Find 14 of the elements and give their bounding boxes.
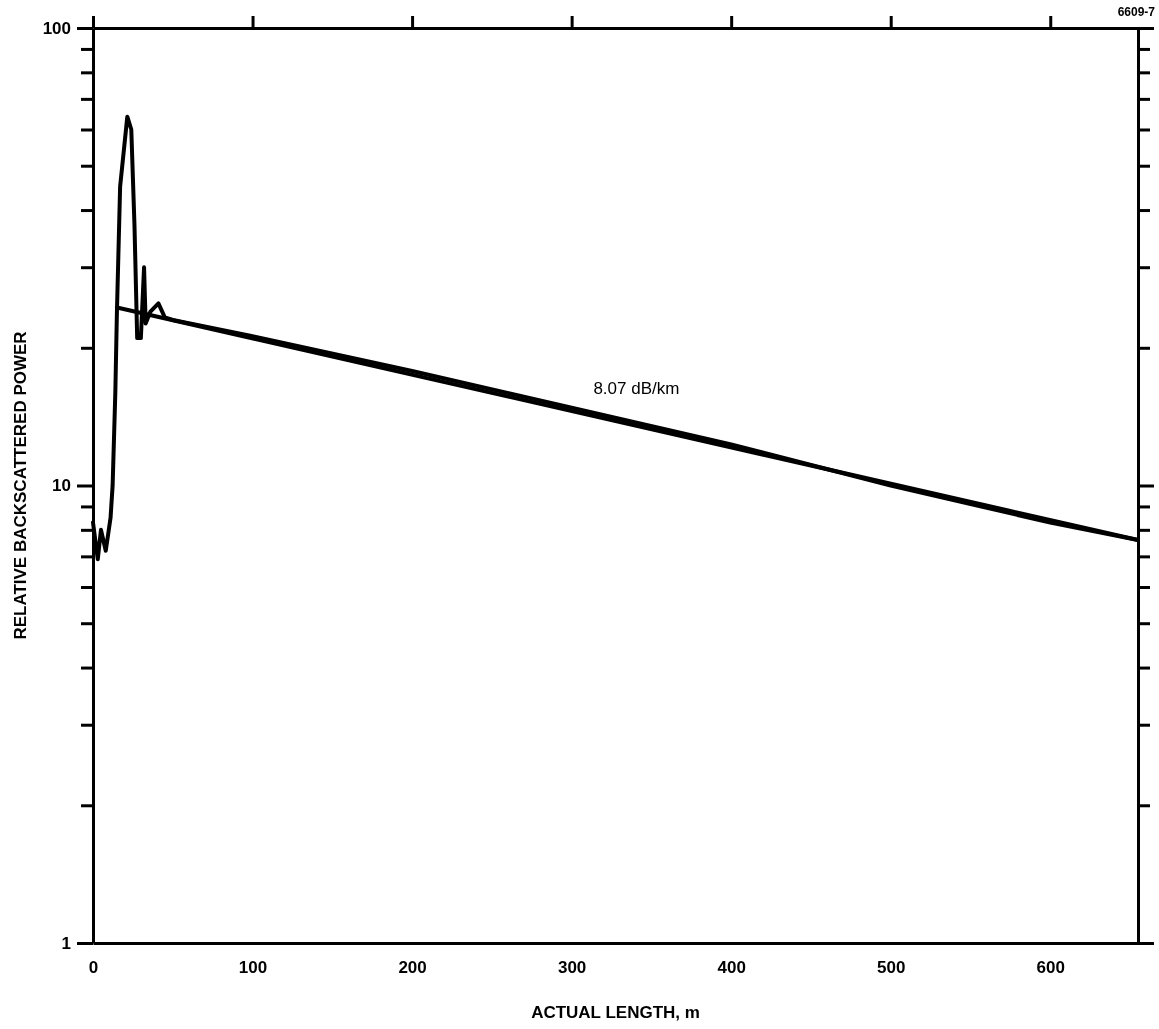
y-tick-label: 10 [52, 476, 71, 496]
y-axis-title: RELATIVE BACKSCATTERED POWER [11, 331, 30, 640]
y-tick-label: 100 [42, 18, 71, 38]
x-tick-label: 0 [88, 958, 99, 978]
y-tick-label: 1 [61, 933, 71, 953]
x-tick-label: 500 [877, 958, 906, 978]
x-tick-label: 200 [398, 958, 427, 978]
x-tick-label: 600 [1036, 958, 1065, 978]
annotation: 8.07 dB/km [593, 379, 680, 398]
x-tick-label: 100 [238, 958, 268, 978]
x-tick-label: 300 [557, 958, 587, 978]
x-axis-title: ACTUAL LENGTH, m [531, 1003, 700, 1022]
x-tick-label: 400 [717, 958, 746, 978]
text: 6609-7 [1117, 5, 1156, 19]
